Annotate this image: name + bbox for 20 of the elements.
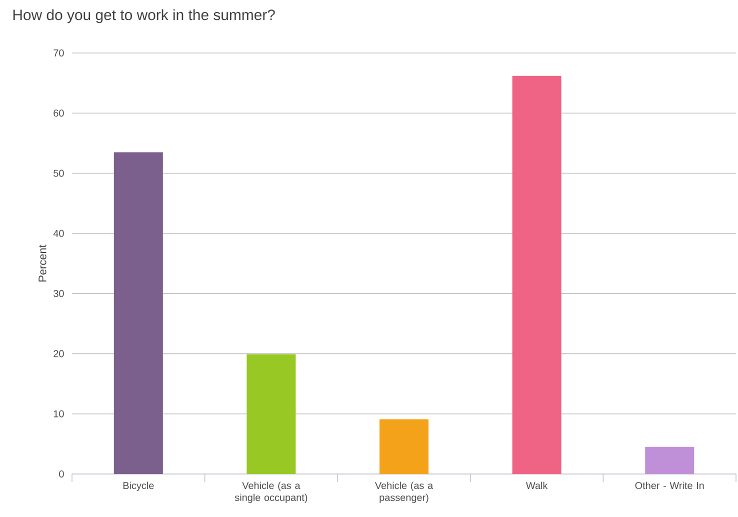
x-tick-label: Other - Write In: [635, 482, 704, 490]
y-tick-label: 20: [54, 350, 64, 358]
bar: [645, 446, 694, 474]
x-tick-label: Vehicle (as a single occupant): [234, 482, 308, 503]
y-tick-label: 10: [54, 410, 64, 418]
x-tick-label: Vehicle (as a passenger): [374, 482, 434, 503]
y-tick-label: 30: [54, 290, 64, 298]
x-tick-label: Bicycle: [123, 482, 154, 492]
y-tick-label: 40: [53, 230, 64, 237]
bar: [380, 419, 429, 474]
chart-title: How do you get to work in the summer?: [13, 9, 275, 24]
y-tick-label: 70: [54, 49, 64, 57]
bar: [114, 152, 163, 474]
y-tick-label: 0: [59, 470, 64, 478]
y-tick-label: 50: [54, 170, 64, 177]
bar: [512, 76, 562, 474]
x-tick-label: Walk: [526, 482, 548, 490]
bar: [246, 354, 296, 474]
y-tick-label: 60: [54, 110, 64, 117]
y-axis-title: Percent: [38, 244, 46, 282]
